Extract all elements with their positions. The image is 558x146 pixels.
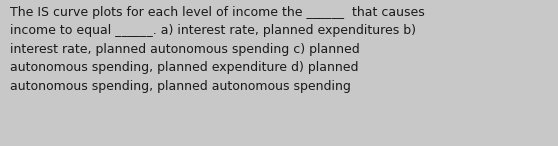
Text: The IS curve plots for each level of income the ______  that causes
income to eq: The IS curve plots for each level of inc… [10,6,425,93]
